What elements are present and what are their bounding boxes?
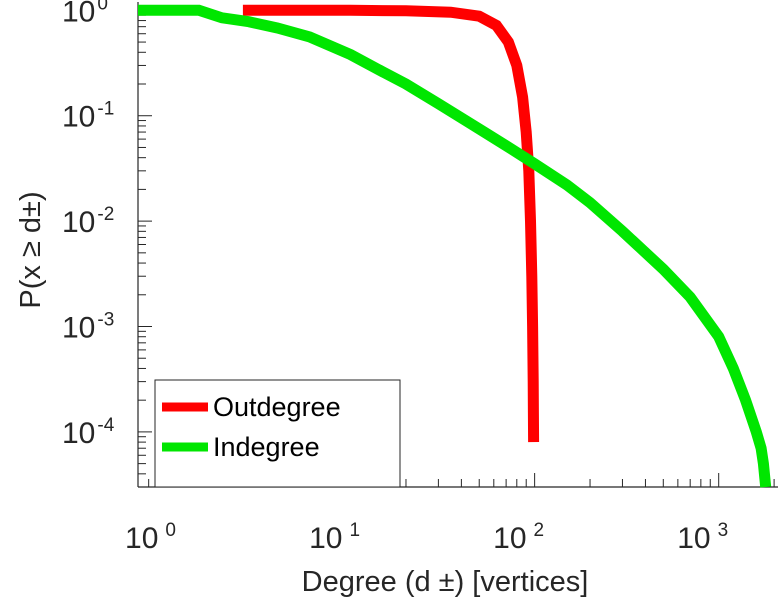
y-tick-label: 10 -1 [62,99,114,134]
y-tick-label: 10 -2 [62,204,114,239]
legend-label-outdegree: Outdegree [213,392,341,422]
x-tick-label: 10 3 [677,520,728,555]
series-line-outdegree [242,4,540,443]
x-axis-label: Degree (d ±) [vertices] [302,566,589,598]
x-tick-label: 10 2 [493,520,544,555]
y-tick-label: 10 0 [62,0,108,28]
legend: Outdegree Indegree [154,379,401,488]
legend-box [154,379,401,488]
x-tick-labels: 10 0 10 1 10 2 10 3 [125,520,728,555]
x-tick-label: 10 1 [309,520,360,555]
series-line-indegree [138,4,772,488]
series-layer [138,4,772,488]
y-tick-label: 10 -3 [62,310,114,345]
legend-label-indegree: Indegree [213,432,320,462]
y-tick-label: 10 -4 [62,415,115,450]
y-axis-label: P(x ≥ d±) [15,191,47,308]
x-tick-label: 10 0 [125,520,176,555]
